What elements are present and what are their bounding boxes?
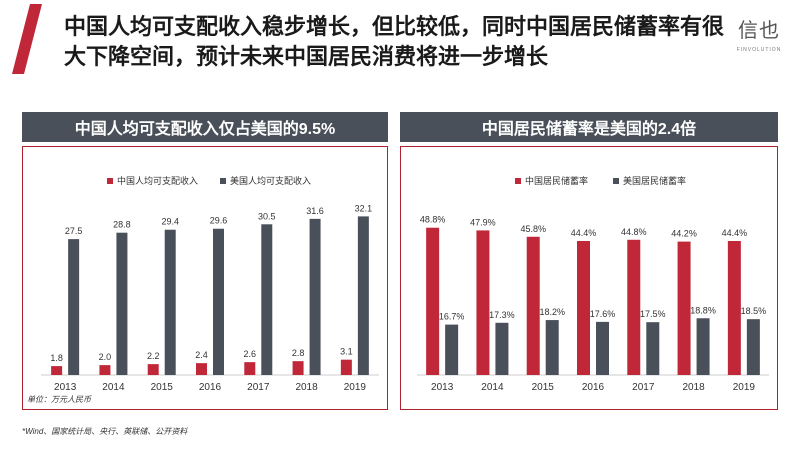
bar-usa-2015 bbox=[164, 229, 176, 375]
bar-usa-2019 bbox=[746, 319, 760, 375]
data-label-china-2018: 2.8 bbox=[292, 348, 305, 358]
data-label-usa-2019: 18.5% bbox=[741, 306, 767, 316]
bar-usa-2018 bbox=[309, 218, 321, 375]
savings-chart-panel: 中国居民储蓄率 美国居民储蓄率 48.8% 16.7% 2013 47.9% 17.3% 20… bbox=[400, 146, 778, 410]
bar-china-2015 bbox=[147, 364, 159, 375]
bar-usa-2015 bbox=[545, 320, 559, 375]
page-title: 中国人均可支配收入稳步增长，但比较低，同时中国居民储蓄率有很大下降空间，预计未来… bbox=[64, 14, 725, 69]
right-chart-title: 中国居民储蓄率是美国的2.4倍 bbox=[400, 112, 778, 142]
x-tick-2016: 2016 bbox=[199, 382, 222, 393]
data-label-china-2014: 47.9% bbox=[470, 217, 496, 227]
legend-item-1: 美国人均可支配收入 bbox=[220, 175, 311, 186]
data-label-usa-2018: 31.6 bbox=[306, 206, 324, 216]
data-label-china-2017: 2.6 bbox=[244, 349, 257, 359]
bar-usa-2019 bbox=[357, 216, 369, 375]
data-label-usa-2014: 17.3% bbox=[489, 310, 515, 320]
x-tick-2015: 2015 bbox=[532, 382, 555, 393]
data-label-china-2015: 45.8% bbox=[520, 224, 546, 234]
x-tick-2014: 2014 bbox=[102, 382, 125, 393]
source-footnote: *Wind、国家统计局、央行、英联储、公开资料 bbox=[22, 427, 188, 436]
data-label-china-2018: 44.2% bbox=[671, 229, 697, 239]
bar-china-2019 bbox=[727, 240, 741, 375]
bar-china-2018 bbox=[677, 241, 691, 375]
x-tick-2019: 2019 bbox=[733, 382, 756, 393]
bar-usa-2016 bbox=[213, 228, 224, 375]
bar-china-2018 bbox=[292, 361, 304, 375]
data-label-usa-2017: 17.5% bbox=[640, 309, 666, 319]
data-label-usa-2019: 32.1 bbox=[355, 203, 373, 213]
bar-usa-2014 bbox=[116, 232, 128, 375]
legend-swatch bbox=[613, 178, 619, 184]
bar-usa-2016 bbox=[596, 321, 609, 375]
legend-label: 美国人均可支配收入 bbox=[230, 175, 311, 186]
legend-item-1: 美国居民储蓄率 bbox=[613, 175, 686, 186]
brand-logo: 信也 FINVOLUTION bbox=[728, 14, 790, 66]
data-label-china-2013: 48.8% bbox=[420, 215, 446, 225]
bar-usa-2017 bbox=[261, 224, 273, 375]
legend-swatch bbox=[107, 178, 113, 184]
data-label-usa-2017: 30.5 bbox=[258, 211, 276, 221]
data-label-usa-2013: 27.5 bbox=[65, 226, 83, 236]
x-tick-2018: 2018 bbox=[295, 382, 318, 393]
legend-item-0: 中国人均可支配收入 bbox=[107, 175, 198, 186]
bar-usa-2017 bbox=[646, 322, 660, 375]
x-tick-2015: 2015 bbox=[151, 382, 174, 393]
legend-swatch bbox=[220, 178, 226, 184]
legend-label: 中国居民储蓄率 bbox=[525, 175, 588, 186]
logo-subtext: FINVOLUTION bbox=[736, 47, 782, 53]
data-label-china-2019: 44.4% bbox=[722, 228, 748, 238]
x-tick-2017: 2017 bbox=[632, 382, 655, 393]
data-label-china-2013: 1.8 bbox=[50, 353, 63, 363]
data-label-usa-2016: 17.6% bbox=[590, 309, 616, 319]
left-chart-title: 中国人均可支配收入仅占美国的9.5% bbox=[22, 112, 388, 142]
data-label-usa-2016: 29.6 bbox=[210, 216, 228, 226]
x-tick-2014: 2014 bbox=[481, 382, 504, 393]
legend-label: 中国人均可支配收入 bbox=[117, 175, 198, 186]
bar-china-2017 bbox=[244, 362, 256, 375]
bar-usa-2013 bbox=[445, 324, 459, 375]
bar-china-2016 bbox=[196, 363, 207, 375]
red-slash-accent bbox=[12, 4, 42, 74]
x-tick-2013: 2013 bbox=[431, 382, 454, 393]
legend-swatch bbox=[515, 178, 521, 184]
data-label-usa-2015: 18.2% bbox=[539, 307, 565, 317]
bar-china-2013 bbox=[426, 227, 440, 375]
bar-china-2013 bbox=[51, 366, 63, 375]
data-label-china-2017: 44.8% bbox=[621, 227, 647, 237]
x-tick-2019: 2019 bbox=[344, 382, 367, 393]
bar-china-2016 bbox=[577, 240, 590, 375]
bar-china-2014 bbox=[476, 230, 490, 375]
bar-usa-2014 bbox=[495, 322, 509, 375]
legend-label: 美国居民储蓄率 bbox=[623, 175, 686, 186]
x-tick-2016: 2016 bbox=[582, 382, 605, 393]
data-label-usa-2018: 18.8% bbox=[690, 305, 716, 315]
bar-usa-2018 bbox=[696, 318, 710, 375]
data-label-usa-2013: 16.7% bbox=[439, 312, 465, 322]
x-tick-2017: 2017 bbox=[247, 382, 270, 393]
bar-china-2017 bbox=[627, 239, 641, 375]
income-chart: 中国人均可支配收入 美国人均可支配收入 1.8 27.5 2013 2.0 28.8 2014… bbox=[41, 175, 379, 393]
x-tick-2018: 2018 bbox=[682, 382, 705, 393]
data-label-china-2016: 44.4% bbox=[571, 228, 597, 238]
data-label-china-2019: 3.1 bbox=[340, 347, 353, 357]
data-label-china-2015: 2.2 bbox=[147, 351, 160, 361]
bar-china-2015 bbox=[526, 236, 540, 375]
data-label-usa-2014: 28.8 bbox=[113, 220, 131, 230]
legend-item-0: 中国居民储蓄率 bbox=[515, 175, 588, 186]
logo-mark: 信也 bbox=[738, 18, 780, 42]
bar-china-2019 bbox=[340, 359, 352, 375]
bar-usa-2013 bbox=[68, 239, 80, 375]
unit-note: 单位：万元人民币 bbox=[27, 395, 91, 404]
data-label-usa-2015: 29.4 bbox=[161, 217, 179, 227]
data-label-china-2016: 2.4 bbox=[195, 350, 208, 360]
bar-china-2014 bbox=[99, 365, 111, 375]
x-tick-2013: 2013 bbox=[54, 382, 77, 393]
income-chart-panel: 中国人均可支配收入 美国人均可支配收入 1.8 27.5 2013 2.0 28.8 2014… bbox=[22, 146, 388, 410]
savings-chart: 中国居民储蓄率 美国居民储蓄率 48.8% 16.7% 2013 47.9% 17.3% 20… bbox=[417, 175, 769, 393]
data-label-china-2014: 2.0 bbox=[99, 352, 112, 362]
